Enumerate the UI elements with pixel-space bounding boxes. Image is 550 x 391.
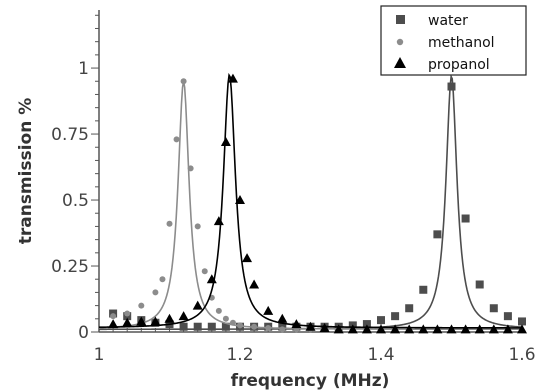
- x-tick-label: 1: [94, 345, 105, 365]
- data-point-propanol: [517, 324, 527, 334]
- y-tick-label: 0.75: [51, 125, 89, 145]
- data-point-water: [503, 312, 512, 321]
- data-point-propanol: [136, 316, 147, 326]
- data-point-propanol: [263, 305, 274, 315]
- data-point-propanol: [206, 274, 217, 284]
- data-point-propanol: [108, 319, 119, 329]
- data-point-methanol: [222, 315, 229, 322]
- data-point-propanol: [376, 324, 386, 334]
- data-point-propanol: [164, 313, 175, 323]
- data-point-propanol: [122, 317, 133, 327]
- data-point-propanol: [227, 73, 238, 83]
- data-point-propanol: [460, 324, 471, 334]
- legend-marker-propanol: [394, 57, 406, 68]
- data-point-methanol: [124, 310, 131, 317]
- data-point-propanol: [418, 324, 429, 334]
- data-point-propanol: [361, 324, 372, 334]
- data-point-water: [405, 304, 414, 313]
- data-point-water: [489, 304, 498, 313]
- data-point-water: [419, 285, 428, 294]
- data-point-water: [377, 316, 385, 325]
- data-point-propanol: [446, 324, 457, 334]
- data-point-propanol: [242, 253, 253, 263]
- data-point-water: [461, 214, 470, 223]
- data-point-methanol: [194, 223, 201, 230]
- fit-curve-water: [99, 73, 523, 331]
- plot-area: 1 1.2 1.4 1.6 0 0.25 0.5 0.75 1: [51, 10, 536, 365]
- data-point-propanol: [291, 319, 302, 329]
- data-point-propanol: [150, 316, 161, 326]
- legend: water methanol propanol: [380, 5, 527, 76]
- data-point-methanol: [201, 268, 208, 275]
- y-ticks: 0 0.25 0.5 0.75 1: [51, 14, 99, 343]
- y-tick-label: 0.5: [62, 191, 89, 211]
- legend-label-propanol: propanol: [428, 57, 490, 73]
- y-tick-label: 0.25: [51, 257, 89, 277]
- data-point-methanol: [229, 319, 236, 326]
- data-point-methanol: [138, 302, 145, 309]
- data-point-methanol: [152, 289, 159, 296]
- data-point-methanol: [166, 220, 173, 227]
- data-point-propanol: [178, 311, 189, 321]
- data-point-propanol: [347, 324, 358, 334]
- data-point-methanol: [110, 313, 117, 320]
- data-point-methanol: [159, 276, 166, 283]
- data-point-water: [179, 322, 188, 331]
- data-point-water: [207, 322, 216, 331]
- data-point-methanol: [173, 136, 180, 143]
- legend-marker-methanol: [396, 38, 404, 46]
- data-point-methanol: [237, 322, 243, 329]
- data-point-methanol: [180, 78, 187, 85]
- legend-marker-water: [396, 15, 405, 24]
- data-point-propanol: [432, 324, 443, 334]
- y-tick-label: 0: [78, 323, 89, 343]
- data-point-methanol: [187, 165, 194, 172]
- data-point-propanol: [319, 323, 330, 333]
- y-tick-label: 1: [78, 59, 89, 79]
- data-point-water: [447, 82, 456, 91]
- data-point-propanol: [305, 321, 316, 331]
- data-point-propanol: [333, 324, 344, 334]
- data-point-propanol: [390, 324, 401, 334]
- data-point-propanol: [192, 300, 203, 310]
- x-axis-title: frequency (MHz): [231, 371, 390, 391]
- x-tick-label: 1.4: [367, 345, 394, 365]
- data-point-water: [433, 230, 442, 239]
- data-point-propanol: [502, 324, 513, 334]
- data-point-methanol: [215, 307, 222, 314]
- x-tick-label: 1.6: [508, 345, 535, 365]
- data-point-water: [475, 280, 484, 289]
- data-point-methanol: [251, 323, 258, 330]
- data-point-propanol: [488, 324, 499, 334]
- series-layer: [98, 72, 527, 334]
- data-point-water: [362, 320, 371, 329]
- data-point-propanol: [474, 324, 485, 334]
- data-point-propanol: [220, 136, 231, 146]
- data-point-water: [221, 322, 230, 331]
- data-point-water: [391, 312, 400, 321]
- data-point-propanol: [235, 195, 245, 205]
- y-axis-title: transmission %: [16, 98, 36, 245]
- legend-label-water: water: [428, 13, 468, 29]
- data-point-propanol: [404, 324, 415, 334]
- data-point-propanol: [249, 279, 260, 289]
- data-point-water: [518, 317, 526, 326]
- data-point-methanol: [265, 325, 272, 332]
- data-point-propanol: [213, 216, 224, 226]
- legend-label-methanol: methanol: [428, 35, 495, 51]
- data-point-methanol: [279, 326, 286, 333]
- x-tick-label: 1.2: [226, 345, 253, 365]
- data-point-water: [193, 322, 202, 331]
- legend-box: [380, 5, 527, 76]
- data-point-propanol: [277, 313, 288, 323]
